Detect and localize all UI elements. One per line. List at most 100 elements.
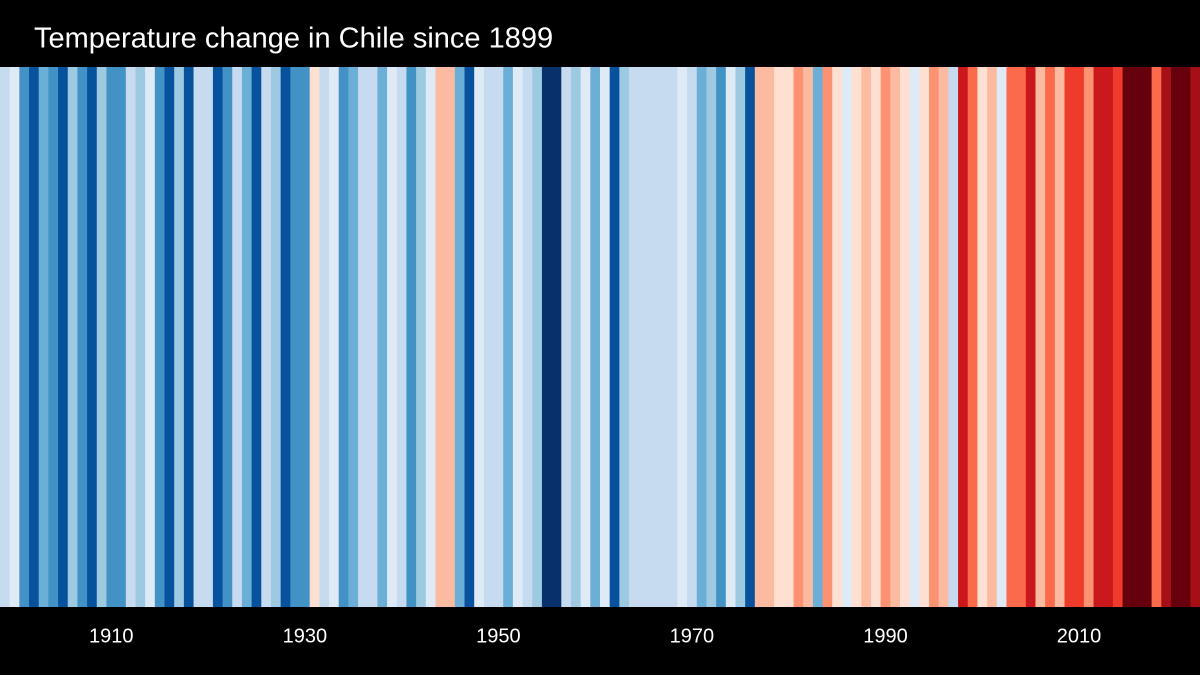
stripe [270,67,282,607]
stripe [1132,67,1143,607]
stripe [977,67,988,607]
stripe [145,67,156,607]
stripe [1093,67,1104,607]
stripe [309,67,320,607]
stripe [19,67,30,607]
stripe [600,67,611,607]
stripe [532,67,543,607]
stripe [1151,67,1162,607]
stripe [764,67,775,607]
stripe [261,67,272,607]
stripe [987,67,998,607]
stripe [48,67,59,607]
stripe [919,67,930,607]
stripe [996,67,1007,607]
stripe [783,67,794,607]
stripe [512,67,523,607]
stripe [1016,67,1027,607]
stripe [474,67,485,607]
stripe [580,67,591,607]
stripe [880,67,891,607]
stripe [696,67,707,607]
stripe [890,67,901,607]
stripe [609,67,620,607]
stripe [416,67,427,607]
stripe [900,67,911,607]
stripe [1006,67,1017,607]
stripe [445,67,456,607]
stripe [1025,67,1036,607]
stripe [745,67,756,607]
stripe [648,67,659,607]
stripe [1180,67,1191,607]
stripe [667,67,678,607]
stripe [938,67,949,607]
stripe [522,67,533,607]
stripe [570,67,582,607]
stripe [483,67,494,607]
stripe [348,67,359,607]
stripe [851,67,862,607]
stripe [841,67,853,607]
stripe [967,67,978,607]
stripe [1074,67,1085,607]
stripe [280,67,291,607]
stripe [1064,67,1075,607]
stripe [29,67,40,607]
stripe [358,67,369,607]
stripe [222,67,233,607]
stripe [725,67,736,607]
stripe [822,67,833,607]
stripe [164,67,175,607]
stripe [125,67,136,607]
stripe [290,67,301,607]
stripe [638,67,649,607]
stripe [677,67,688,607]
stripe [435,67,446,607]
stripe [1035,67,1046,607]
stripe [300,67,311,607]
stripe [735,67,746,607]
stripe [590,67,601,607]
stripe [774,67,785,607]
stripe [958,67,969,607]
stripe [387,67,398,607]
stripe [338,67,349,607]
stripe [0,67,11,607]
stripe [870,67,882,607]
stripe [329,67,340,607]
stripe [706,67,717,607]
stripe [87,67,98,607]
stripe [658,67,669,607]
stripe [232,67,243,607]
stripe [861,67,872,607]
stripe [106,67,117,607]
stripe [716,67,727,607]
x-tick-label: 2010 [1057,625,1102,647]
stripe [832,67,843,607]
stripe [1045,67,1056,607]
stripe [1141,67,1153,607]
stripe [154,67,165,607]
stripe [1103,67,1114,607]
x-tick-label: 1990 [863,625,908,647]
chart-title: Temperature change in Chile since 1899 [34,23,553,55]
stripe [464,67,475,607]
stripe [793,67,804,607]
stripe [909,67,920,607]
x-tick-label: 1950 [476,625,521,647]
x-tick-label: 1930 [283,625,328,647]
stripe [561,67,572,607]
x-tick-label: 1970 [670,625,715,647]
stripe [493,67,504,607]
stripe [1112,67,1123,607]
stripe [183,67,194,607]
stripe [58,67,69,607]
stripe [619,67,630,607]
stripe [77,67,88,607]
stripe [425,67,436,607]
stripe [1161,67,1172,607]
stripe [406,67,417,607]
stripe [803,67,814,607]
